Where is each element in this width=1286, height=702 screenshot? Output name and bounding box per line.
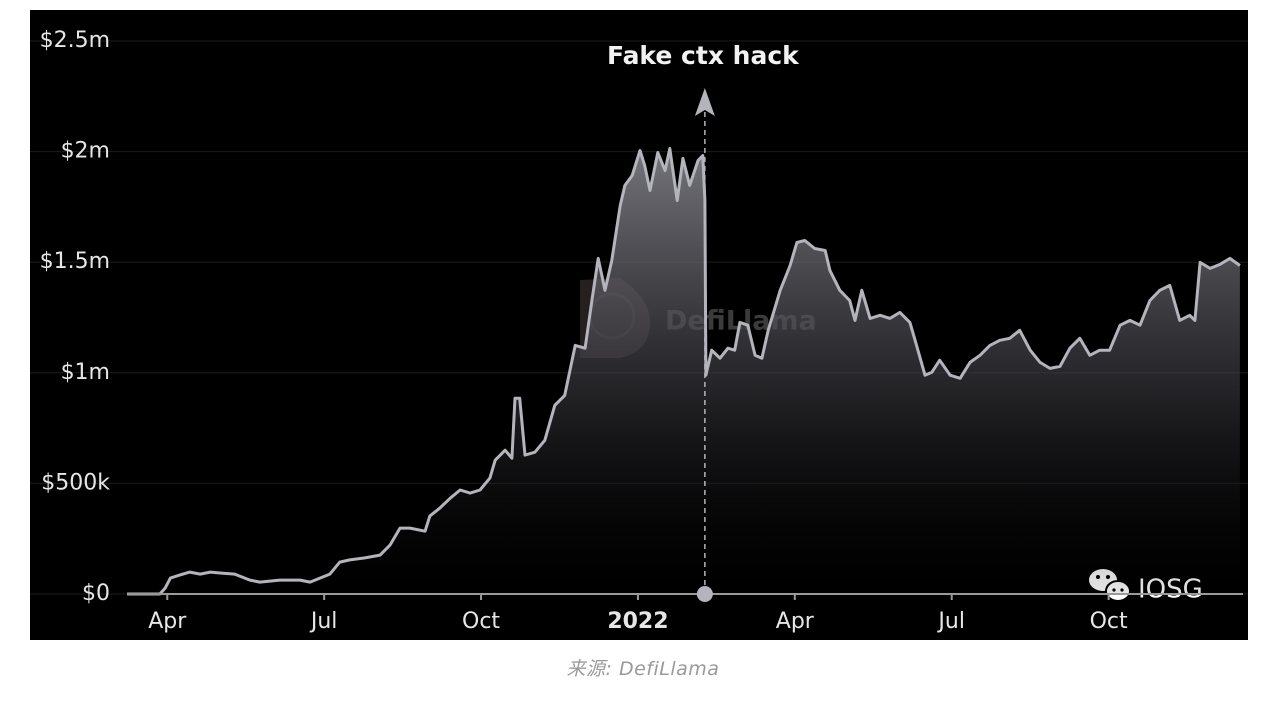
y-tick-label: $500k bbox=[41, 470, 110, 495]
x-tick-label: Oct bbox=[1090, 609, 1128, 634]
area bbox=[127, 148, 1240, 594]
chart: DefiLlama IOSG $0$500k$1m$1.5m$2m$2.5mAp… bbox=[30, 10, 1248, 640]
x-tick-label: Jul bbox=[936, 609, 965, 634]
x-tick-label: 2022 bbox=[607, 609, 668, 634]
annotation-dot bbox=[696, 586, 713, 602]
x-tick-label: Jul bbox=[309, 609, 338, 634]
line bbox=[127, 147, 1241, 596]
x-tick-label: Apr bbox=[148, 609, 187, 634]
x-tick-label: Oct bbox=[462, 609, 500, 634]
y-tick-label: $0 bbox=[82, 581, 110, 606]
annotation-arrow bbox=[694, 88, 715, 116]
annotation-label: Fake ctx hack bbox=[607, 41, 800, 70]
caption: 来源: DefiLlama bbox=[566, 658, 720, 680]
y-tick-label: $1.5m bbox=[40, 249, 110, 274]
x-tick-label: Apr bbox=[776, 609, 815, 634]
y-tick-label: $2.5m bbox=[40, 28, 110, 53]
y-tick-label: $2m bbox=[61, 139, 110, 164]
y-tick-label: $1m bbox=[61, 360, 110, 385]
